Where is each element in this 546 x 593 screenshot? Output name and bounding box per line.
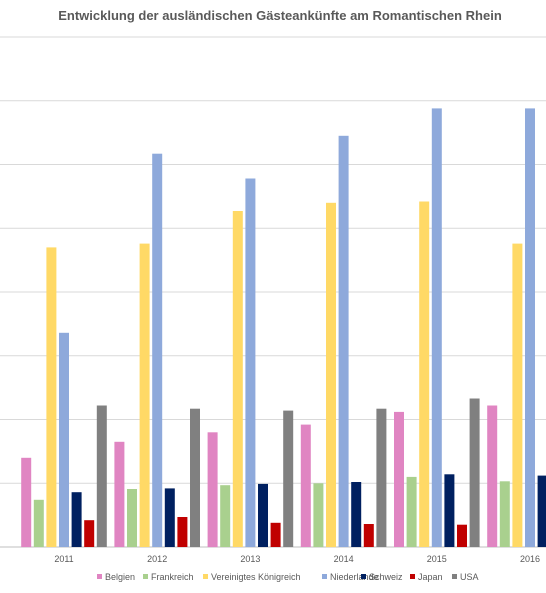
bar-niederlande-2014 [338, 135, 349, 548]
legend-swatch [410, 574, 415, 579]
legend-label: Vereinigtes Königreich [211, 572, 301, 582]
gridlines [0, 36, 546, 548]
bar-belgien-2013 [207, 432, 218, 548]
legend-label: Schweiz [369, 572, 403, 582]
bar-schweiz-2012 [164, 488, 175, 547]
legend-swatch [143, 574, 148, 579]
bar-belgien-2011 [21, 457, 32, 548]
bar-usa-2014 [376, 408, 387, 547]
x-tick-label: 2016 [520, 554, 540, 564]
legend-swatch [322, 574, 327, 579]
bar-belgien-2016 [487, 405, 498, 547]
bar-vereinigtes-königreich-2014 [326, 202, 336, 548]
bar-schweiz-2011 [71, 492, 82, 547]
legend: Belgien Frankreich Vereinigtes Königreich N… [97, 572, 479, 582]
bar-frankreich-2012 [127, 489, 137, 547]
legend-swatch [361, 574, 366, 579]
bar-schweiz-2014 [351, 482, 362, 547]
bar-japan-2012 [177, 517, 188, 547]
bar-vereinigtes-königreich-2013 [232, 211, 243, 547]
legend-swatch [452, 574, 457, 579]
bar-vereinigtes-königreich-2015 [419, 201, 430, 547]
legend-swatch [203, 574, 208, 579]
bar-usa-2012 [190, 408, 200, 547]
bar-vereinigtes-königreich-2016 [512, 243, 523, 547]
bar-japan-2014 [363, 524, 374, 547]
bar-vereinigtes-königreich-2012 [139, 243, 150, 547]
bar-niederlande-2011 [59, 332, 69, 547]
legend-label: Niederlande [330, 572, 379, 582]
bars [21, 108, 546, 548]
bar-frankreich-2013 [220, 485, 231, 547]
bar-schweiz-2016 [537, 475, 546, 547]
legend-label: Japan [418, 572, 443, 582]
bar-frankreich-2014 [313, 483, 324, 548]
bar-belgien-2015 [394, 411, 404, 547]
x-tick-label: 2012 [147, 554, 167, 564]
bar-belgien-2014 [300, 424, 311, 547]
bar-niederlande-2013 [245, 178, 256, 547]
x-tick-label: 2013 [240, 554, 260, 564]
legend-label: Belgien [105, 572, 135, 582]
bar-vereinigtes-königreich-2011 [46, 247, 57, 547]
bar-usa-2015 [469, 398, 480, 547]
bar-frankreich-2015 [406, 476, 417, 547]
bar-usa-2013 [283, 410, 294, 547]
bar-schweiz-2013 [258, 483, 268, 547]
x-axis-ticks: 2011 2012 2013 2014 2015 2016 [54, 554, 540, 564]
chart-title: Entwicklung der ausländischen Gästeankün… [58, 8, 502, 23]
bar-usa-2011 [96, 405, 107, 547]
bar-japan-2015 [457, 524, 467, 547]
x-tick-label: 2011 [54, 554, 73, 564]
x-tick-label: 2015 [427, 554, 447, 564]
bar-niederlande-2015 [431, 108, 442, 548]
x-tick-label: 2014 [334, 554, 354, 564]
legend-label: Frankreich [151, 572, 194, 582]
legend-swatch [97, 574, 102, 579]
bar-frankreich-2011 [33, 499, 44, 547]
legend-label: USA [460, 572, 479, 582]
bar-japan-2011 [84, 520, 95, 547]
bar-belgien-2012 [114, 441, 125, 547]
bar-frankreich-2016 [499, 481, 510, 547]
bar-niederlande-2012 [152, 153, 163, 547]
bar-japan-2013 [270, 522, 281, 547]
bar-niederlande-2016 [525, 108, 535, 548]
bar-schweiz-2015 [444, 474, 455, 547]
